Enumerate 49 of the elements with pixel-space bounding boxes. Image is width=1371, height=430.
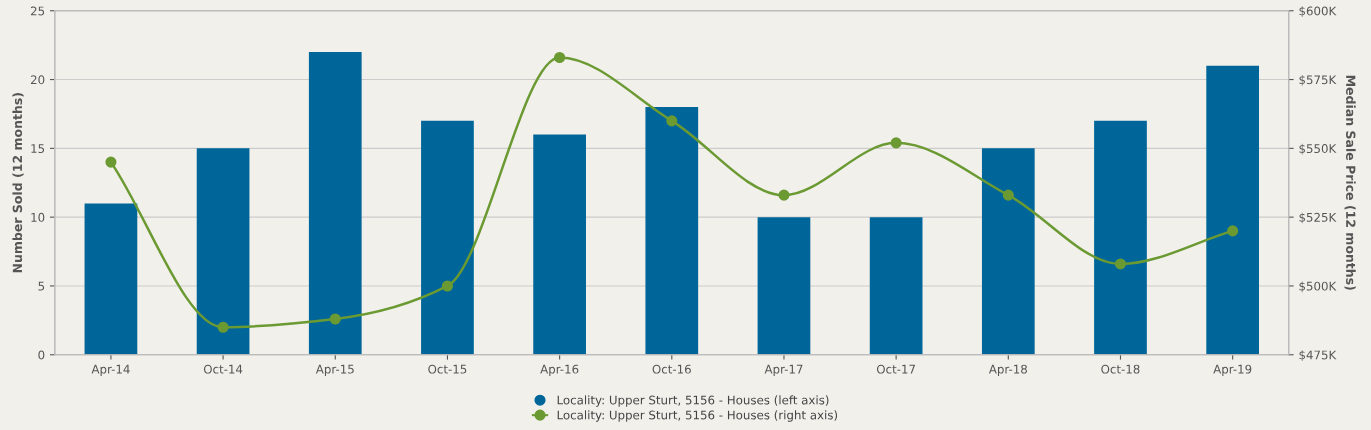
bar (1094, 120, 1147, 355)
y-tick-label: 25 (30, 6, 45, 16)
bar (196, 148, 250, 355)
bar (981, 148, 1035, 355)
point (890, 137, 902, 149)
point (1227, 225, 1239, 237)
x-tick-label: Oct-17 (876, 364, 915, 374)
y2-axis-title: Median Sale Price (12 months) (1344, 75, 1356, 290)
legend-label: Locality: Upper Sturt, 5156 - Houses (right axis) (557, 410, 838, 422)
bar (1206, 65, 1260, 355)
x-tick-label: Apr-15 (315, 364, 354, 376)
x-tick-label: Apr-18 (988, 364, 1027, 376)
legend-label: Locality: Upper Sturt, 5156 - Houses (left axis) (557, 395, 829, 407)
point (329, 313, 341, 325)
y-tick-label: 15 (31, 144, 45, 153)
point (1114, 258, 1127, 270)
point (217, 321, 229, 333)
y-tick-label: 0 (38, 350, 45, 360)
x-tick-label: Apr-17 (764, 364, 803, 376)
point (1002, 189, 1014, 201)
bar (421, 120, 474, 355)
point (778, 189, 790, 201)
point (441, 280, 454, 292)
y2-tick-label: $475K (1299, 350, 1337, 361)
bar (533, 134, 586, 355)
y-tick-label: 5 (38, 281, 45, 291)
y2-tick-label: $600K (1299, 6, 1337, 17)
y2-tick-label: $525K (1299, 212, 1337, 224)
y-axis-title: Number Sold (12 months) (12, 93, 24, 273)
bar (869, 217, 923, 355)
x-tick-label: Apr-16 (540, 364, 579, 376)
point (105, 156, 117, 168)
point (666, 115, 678, 127)
y-tick-label: 10 (31, 212, 45, 222)
y2-tick-label: $575K (1299, 75, 1337, 86)
bar (757, 217, 811, 355)
x-tick-label: Apr-14 (91, 364, 130, 376)
y-tick-label: 20 (30, 75, 45, 85)
point (554, 51, 566, 64)
y2-tick-label: $550K (1299, 143, 1337, 155)
bar (645, 107, 699, 355)
x-tick-label: Oct-15 (428, 364, 467, 374)
x-tick-label: Oct-14 (203, 364, 243, 374)
y2-tick-label: $500K (1299, 281, 1337, 293)
bar (308, 52, 362, 355)
x-tick-label: Oct-16 (652, 364, 691, 374)
bar (84, 203, 138, 355)
x-tick-label: Apr-19 (1213, 364, 1252, 376)
x-tick-label: Oct-18 (1101, 364, 1140, 374)
